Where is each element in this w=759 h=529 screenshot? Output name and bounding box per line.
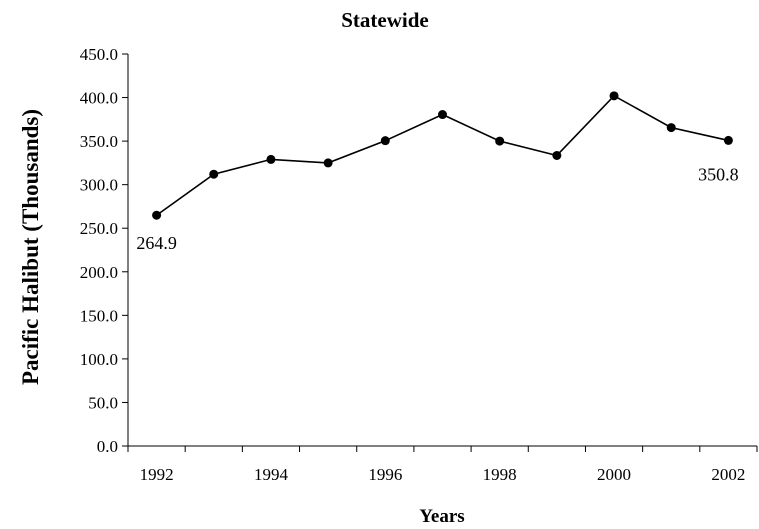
x-tick-label: 2002: [711, 465, 745, 484]
data-point: [380, 136, 390, 146]
y-tick-label: 350.0: [80, 132, 118, 151]
y-axis-label: Pacific Halibut (Thousands): [18, 109, 43, 385]
tick-labels: 0.0 50.0 100.0 150.0 200.0 250.0 300.0 350.0 400…: [80, 45, 746, 484]
y-tick-label: 150.0: [80, 306, 118, 325]
data-label: 350.8: [698, 164, 739, 184]
y-tick-label: 200.0: [80, 263, 118, 282]
data-point: [438, 110, 447, 120]
data-point: [609, 91, 619, 101]
y-tick-label: 0.0: [97, 437, 118, 456]
data-labels: 264.9 350.8: [136, 164, 738, 253]
data-point: [266, 154, 276, 164]
axes: [122, 53, 758, 452]
y-tick-label: 400.0: [80, 89, 118, 108]
data-label: 264.9: [136, 233, 177, 253]
y-tick-label: 100.0: [80, 350, 118, 369]
data-point: [552, 150, 562, 160]
x-axis-label: Years: [419, 506, 464, 527]
data-point: [152, 210, 162, 220]
x-tick-label: 1994: [254, 465, 289, 484]
y-tick-label: 450.0: [80, 45, 118, 64]
y-tick-label: 300.0: [80, 176, 118, 195]
x-tick-label: 1998: [483, 465, 517, 484]
data-point: [209, 169, 219, 179]
data-point: [323, 158, 333, 168]
y-tick-label: 250.0: [80, 219, 118, 238]
x-tick-label: 1996: [368, 465, 402, 484]
x-tick-label: 2000: [597, 465, 631, 484]
chart-title: Statewide: [341, 8, 429, 32]
data-point: [666, 123, 676, 133]
data-point: [495, 136, 505, 146]
x-tick-label: 1992: [140, 465, 174, 484]
y-tick-label: 50.0: [88, 393, 118, 412]
series-group: [152, 91, 733, 220]
data-point: [723, 135, 733, 145]
